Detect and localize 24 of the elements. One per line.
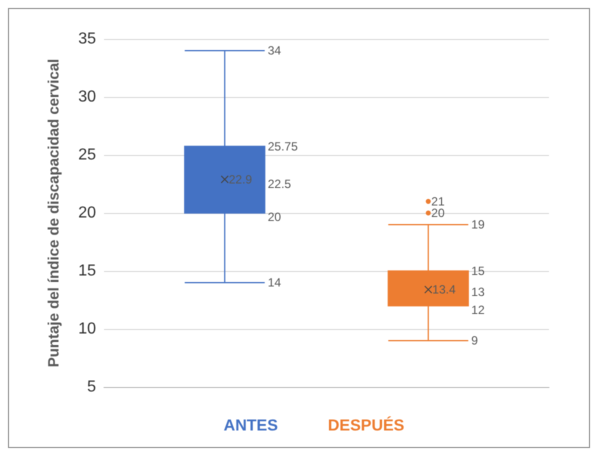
- y-tick-label: 15: [78, 262, 96, 280]
- annotation: 9: [471, 334, 478, 348]
- y-tick-label: 10: [78, 320, 96, 338]
- annotation: 20: [268, 210, 282, 224]
- annotation: 21: [431, 194, 445, 208]
- text: ANTES: [224, 418, 278, 434]
- annotation: 13.4: [432, 282, 456, 297]
- y-tick-label: 30: [78, 88, 96, 106]
- annotation: 34: [268, 44, 282, 58]
- annotation: 22.9: [228, 172, 252, 186]
- text: DESPUÉS: [328, 416, 405, 434]
- y-tick-label: 20: [78, 204, 96, 222]
- annotation: 14: [268, 276, 282, 290]
- y-tick-label: 35: [78, 30, 96, 48]
- annotation: 20: [431, 206, 445, 220]
- y-tick-label: 25: [78, 146, 96, 164]
- annotation: 25.75: [268, 139, 298, 154]
- y-tick-label: 5: [87, 378, 96, 396]
- annotation: 13: [471, 285, 485, 300]
- annotation: 19: [471, 218, 485, 232]
- annotation: 12: [471, 302, 485, 317]
- annotation: 22.5: [268, 177, 292, 191]
- y-axis-title: Puntaje del índice de discapacidad cervical: [46, 58, 62, 368]
- annotation: 15: [471, 264, 485, 278]
